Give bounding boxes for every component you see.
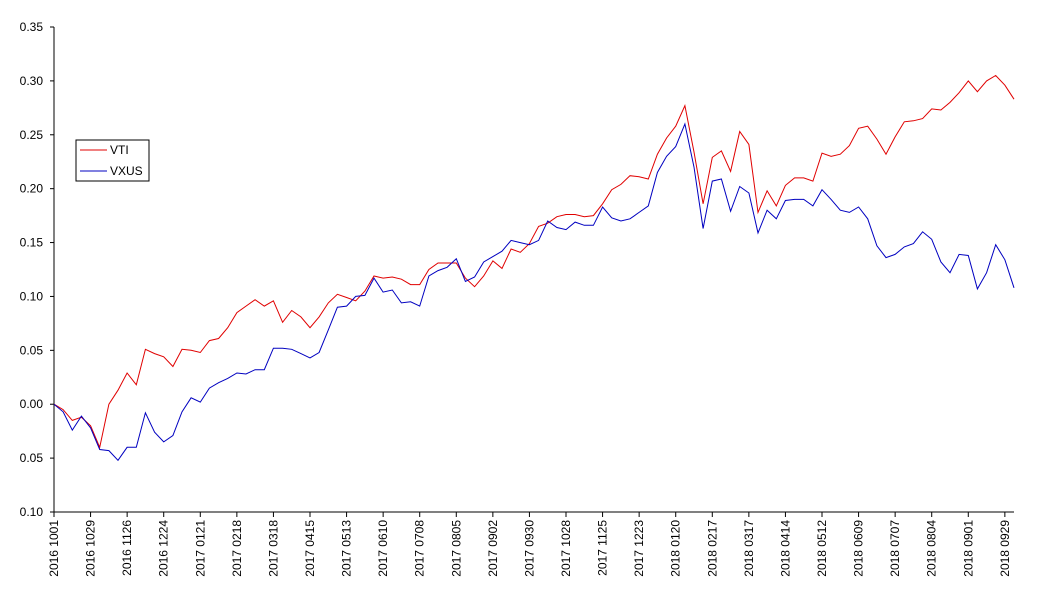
x-tick-label: 2017 0805 — [449, 520, 463, 577]
x-tick-label: 2016 1001 — [47, 520, 61, 577]
y-tick-label: 0.15 — [20, 236, 44, 250]
x-tick-label: 2017 0415 — [303, 520, 317, 577]
x-tick-label: 2018 0707 — [888, 520, 902, 577]
y-tick-label: 0.10 — [20, 289, 44, 303]
series-line-vxus — [53, 122, 1015, 462]
x-tick-label: 2017 1028 — [559, 520, 573, 577]
x-tick-label: 2017 0708 — [413, 520, 427, 577]
x-tick-label: 2018 0414 — [778, 520, 792, 577]
x-tick-label: 2016 1029 — [84, 520, 98, 577]
x-tick-label: 2017 0930 — [522, 520, 536, 577]
x-tick-label: 2016 1224 — [157, 520, 171, 577]
y-tick-label: 0.35 — [20, 20, 44, 34]
y-tick-label: 0.05 — [20, 343, 44, 357]
x-tick-label: 2017 0902 — [486, 520, 500, 577]
x-tick-label: 2017 1125 — [596, 520, 610, 576]
y-tick-label: 0.25 — [20, 128, 44, 142]
legend-label-vxus: VXUS — [110, 164, 143, 178]
x-tick-label: 2018 0901 — [961, 520, 975, 577]
y-tick-label: 0.10 — [20, 505, 44, 519]
legend: VTI VXUS — [75, 139, 150, 182]
x-axis: 2016 1001 2016 1029 2016 1126 2016 1224 2017… — [47, 511, 1014, 577]
x-tick-label: 2018 0512 — [815, 520, 829, 577]
x-tick-label: 2016 1126 — [120, 520, 134, 576]
y-tick-label: 0.20 — [20, 182, 44, 196]
x-tick-label: 2018 0120 — [669, 520, 683, 577]
legend-label-vti: VTI — [110, 143, 129, 157]
x-tick-label: 2017 0610 — [376, 520, 390, 577]
legend-box — [75, 139, 150, 182]
x-tick-label: 2018 0804 — [925, 520, 939, 577]
x-tick-label: 2018 0317 — [742, 520, 756, 577]
y-axis: 0.35 0.30 0.25 0.20 0.15 0.10 0.05 0.00 0.05 0.10 — [20, 20, 55, 519]
x-tick-label: 2018 0929 — [998, 520, 1012, 577]
series-line-vti — [53, 74, 1015, 449]
x-tick-label: 2017 0218 — [230, 520, 244, 577]
x-tick-label: 2017 0513 — [340, 520, 354, 577]
series-lines — [53, 74, 1015, 462]
y-tick-label: 0.05 — [20, 451, 44, 465]
x-tick-label: 2017 0121 — [193, 520, 207, 577]
x-tick-label: 2017 1223 — [632, 520, 646, 577]
y-tick-label: 0.00 — [20, 397, 44, 411]
y-tick-label: 0.30 — [20, 74, 44, 88]
x-tick-label: 2017 0318 — [266, 520, 280, 577]
x-tick-label: 2018 0609 — [852, 520, 866, 577]
x-tick-label: 2018 0217 — [705, 520, 719, 577]
